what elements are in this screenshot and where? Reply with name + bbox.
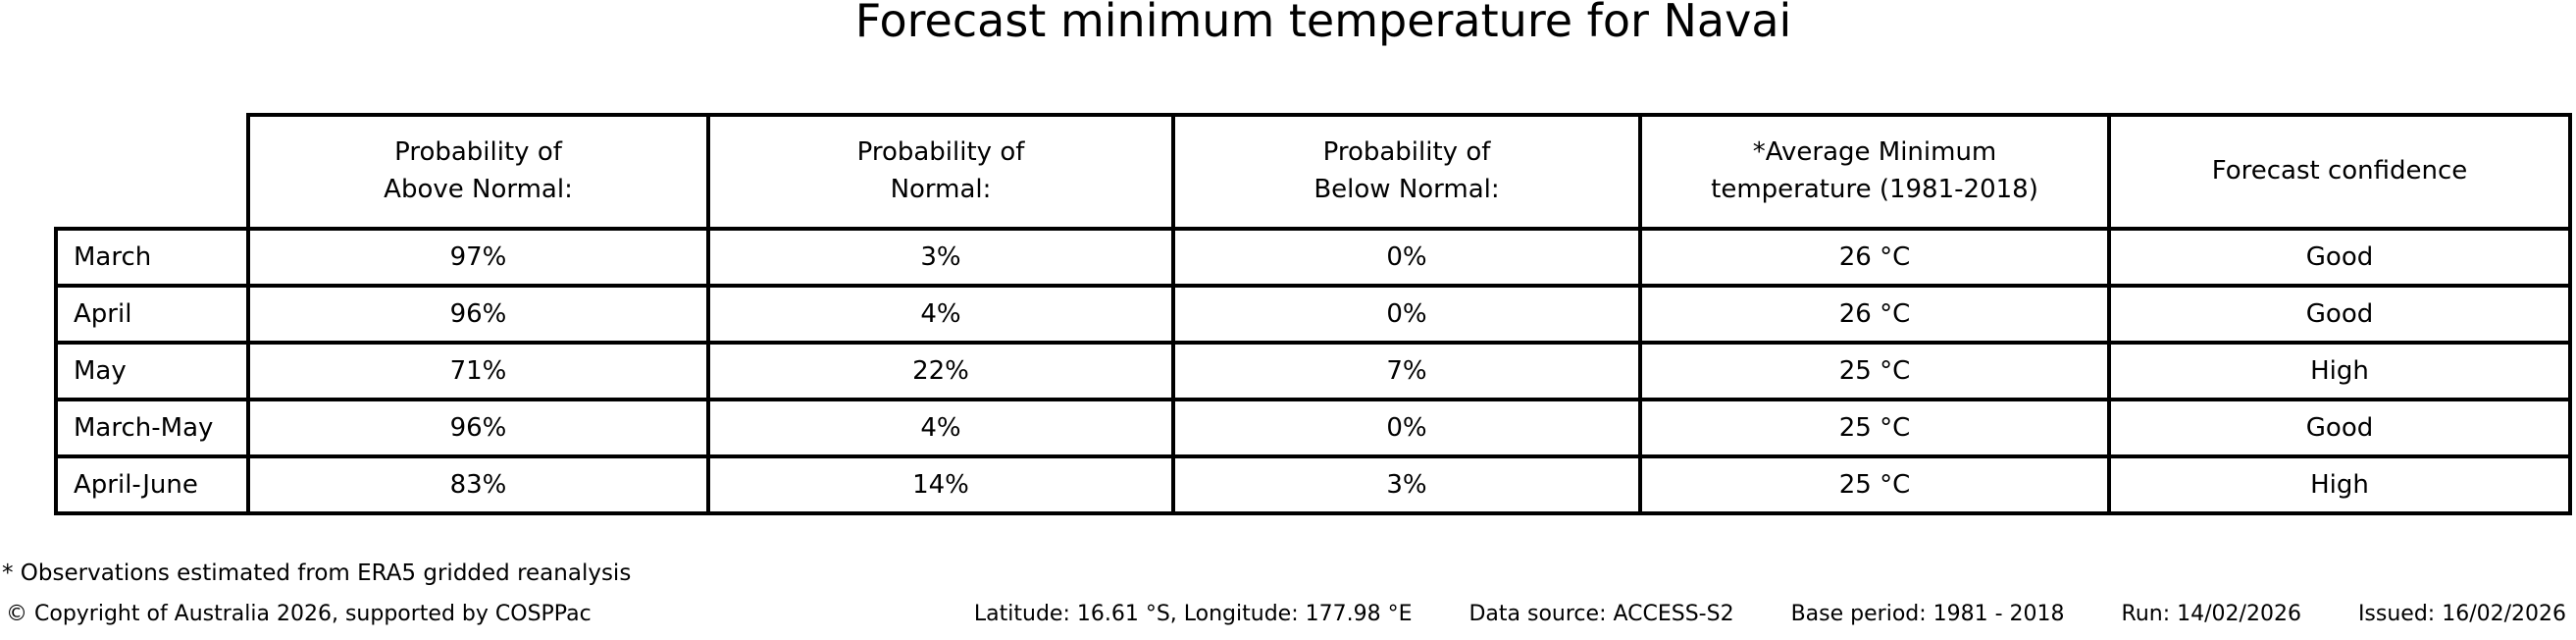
prob-below-cell: 7% (1171, 341, 1642, 401)
footer-bar: © Copyright of Australia 2026, supported… (6, 602, 2566, 626)
confidence-cell: High (2107, 341, 2572, 401)
prob-above-cell: 83% (246, 454, 710, 515)
prob-normal-cell: 22% (706, 341, 1175, 401)
location-text: Latitude: 16.61 °S, Longitude: 177.98 °E (973, 602, 1413, 626)
observations-footnote: * Observations estimated from ERA5 gridd… (2, 560, 632, 586)
page-title: Forecast minimum temperature for Navai (854, 0, 1792, 47)
row-label: March-May (54, 398, 250, 458)
header-cell-above-normal: Probability of Above Normal: (246, 113, 710, 231)
run-date-text: Run: 14/02/2026 (2121, 602, 2301, 626)
table-row-may: May 71% 22% 7% 25 °C High (54, 341, 2572, 401)
prob-below-cell: 0% (1171, 284, 1642, 345)
table-corner-spacer (56, 115, 250, 231)
prob-above-cell: 96% (246, 398, 710, 458)
prob-normal-cell: 4% (706, 398, 1175, 458)
forecast-table: Probability of Above Normal: Probability… (54, 113, 2572, 515)
prob-normal-cell: 3% (706, 227, 1175, 288)
header-row: Probability of Above Normal: Probability… (56, 113, 2572, 231)
row-label: April-June (54, 454, 250, 515)
prob-normal-cell: 14% (706, 454, 1175, 515)
header-cell-normal: Probability of Normal: (706, 113, 1175, 231)
prob-below-cell: 3% (1171, 454, 1642, 515)
header-cell-forecast-confidence: Forecast confidence (2107, 113, 2572, 231)
table-row-april: April 96% 4% 0% 26 °C Good (54, 284, 2572, 345)
avg-min-temp-cell: 25 °C (1638, 341, 2111, 401)
confidence-cell: Good (2107, 398, 2572, 458)
header-cell-average-minimum: *Average Minimum temperature (1981-2018) (1638, 113, 2111, 231)
prob-normal-cell: 4% (706, 284, 1175, 345)
table-row-march: March 97% 3% 0% 26 °C Good (54, 227, 2572, 288)
row-label: May (54, 341, 250, 401)
prob-below-cell: 0% (1171, 398, 1642, 458)
copyright-text: © Copyright of Australia 2026, supported… (6, 602, 592, 626)
footer-metadata: Latitude: 16.61 °S, Longitude: 177.98 °E… (974, 602, 2566, 626)
prob-above-cell: 96% (246, 284, 710, 345)
row-label: March (54, 227, 250, 288)
header-cell-below-normal: Probability of Below Normal: (1171, 113, 1642, 231)
prob-below-cell: 0% (1171, 227, 1642, 288)
confidence-cell: Good (2107, 227, 2572, 288)
table-row-april-june: April-June 83% 14% 3% 25 °C High (54, 454, 2572, 515)
avg-min-temp-cell: 25 °C (1638, 398, 2111, 458)
avg-min-temp-cell: 26 °C (1638, 227, 2111, 288)
table-row-march-may: March-May 96% 4% 0% 25 °C Good (54, 398, 2572, 458)
prob-above-cell: 71% (246, 341, 710, 401)
prob-above-cell: 97% (246, 227, 710, 288)
data-source-text: Data source: ACCESS-S2 (1468, 602, 1734, 626)
confidence-cell: Good (2107, 284, 2572, 345)
avg-min-temp-cell: 26 °C (1638, 284, 2111, 345)
issued-date-text: Issued: 16/02/2026 (2357, 602, 2566, 626)
base-period-text: Base period: 1981 - 2018 (1790, 602, 2065, 626)
confidence-cell: High (2107, 454, 2572, 515)
row-label: April (54, 284, 250, 345)
avg-min-temp-cell: 25 °C (1638, 454, 2111, 515)
